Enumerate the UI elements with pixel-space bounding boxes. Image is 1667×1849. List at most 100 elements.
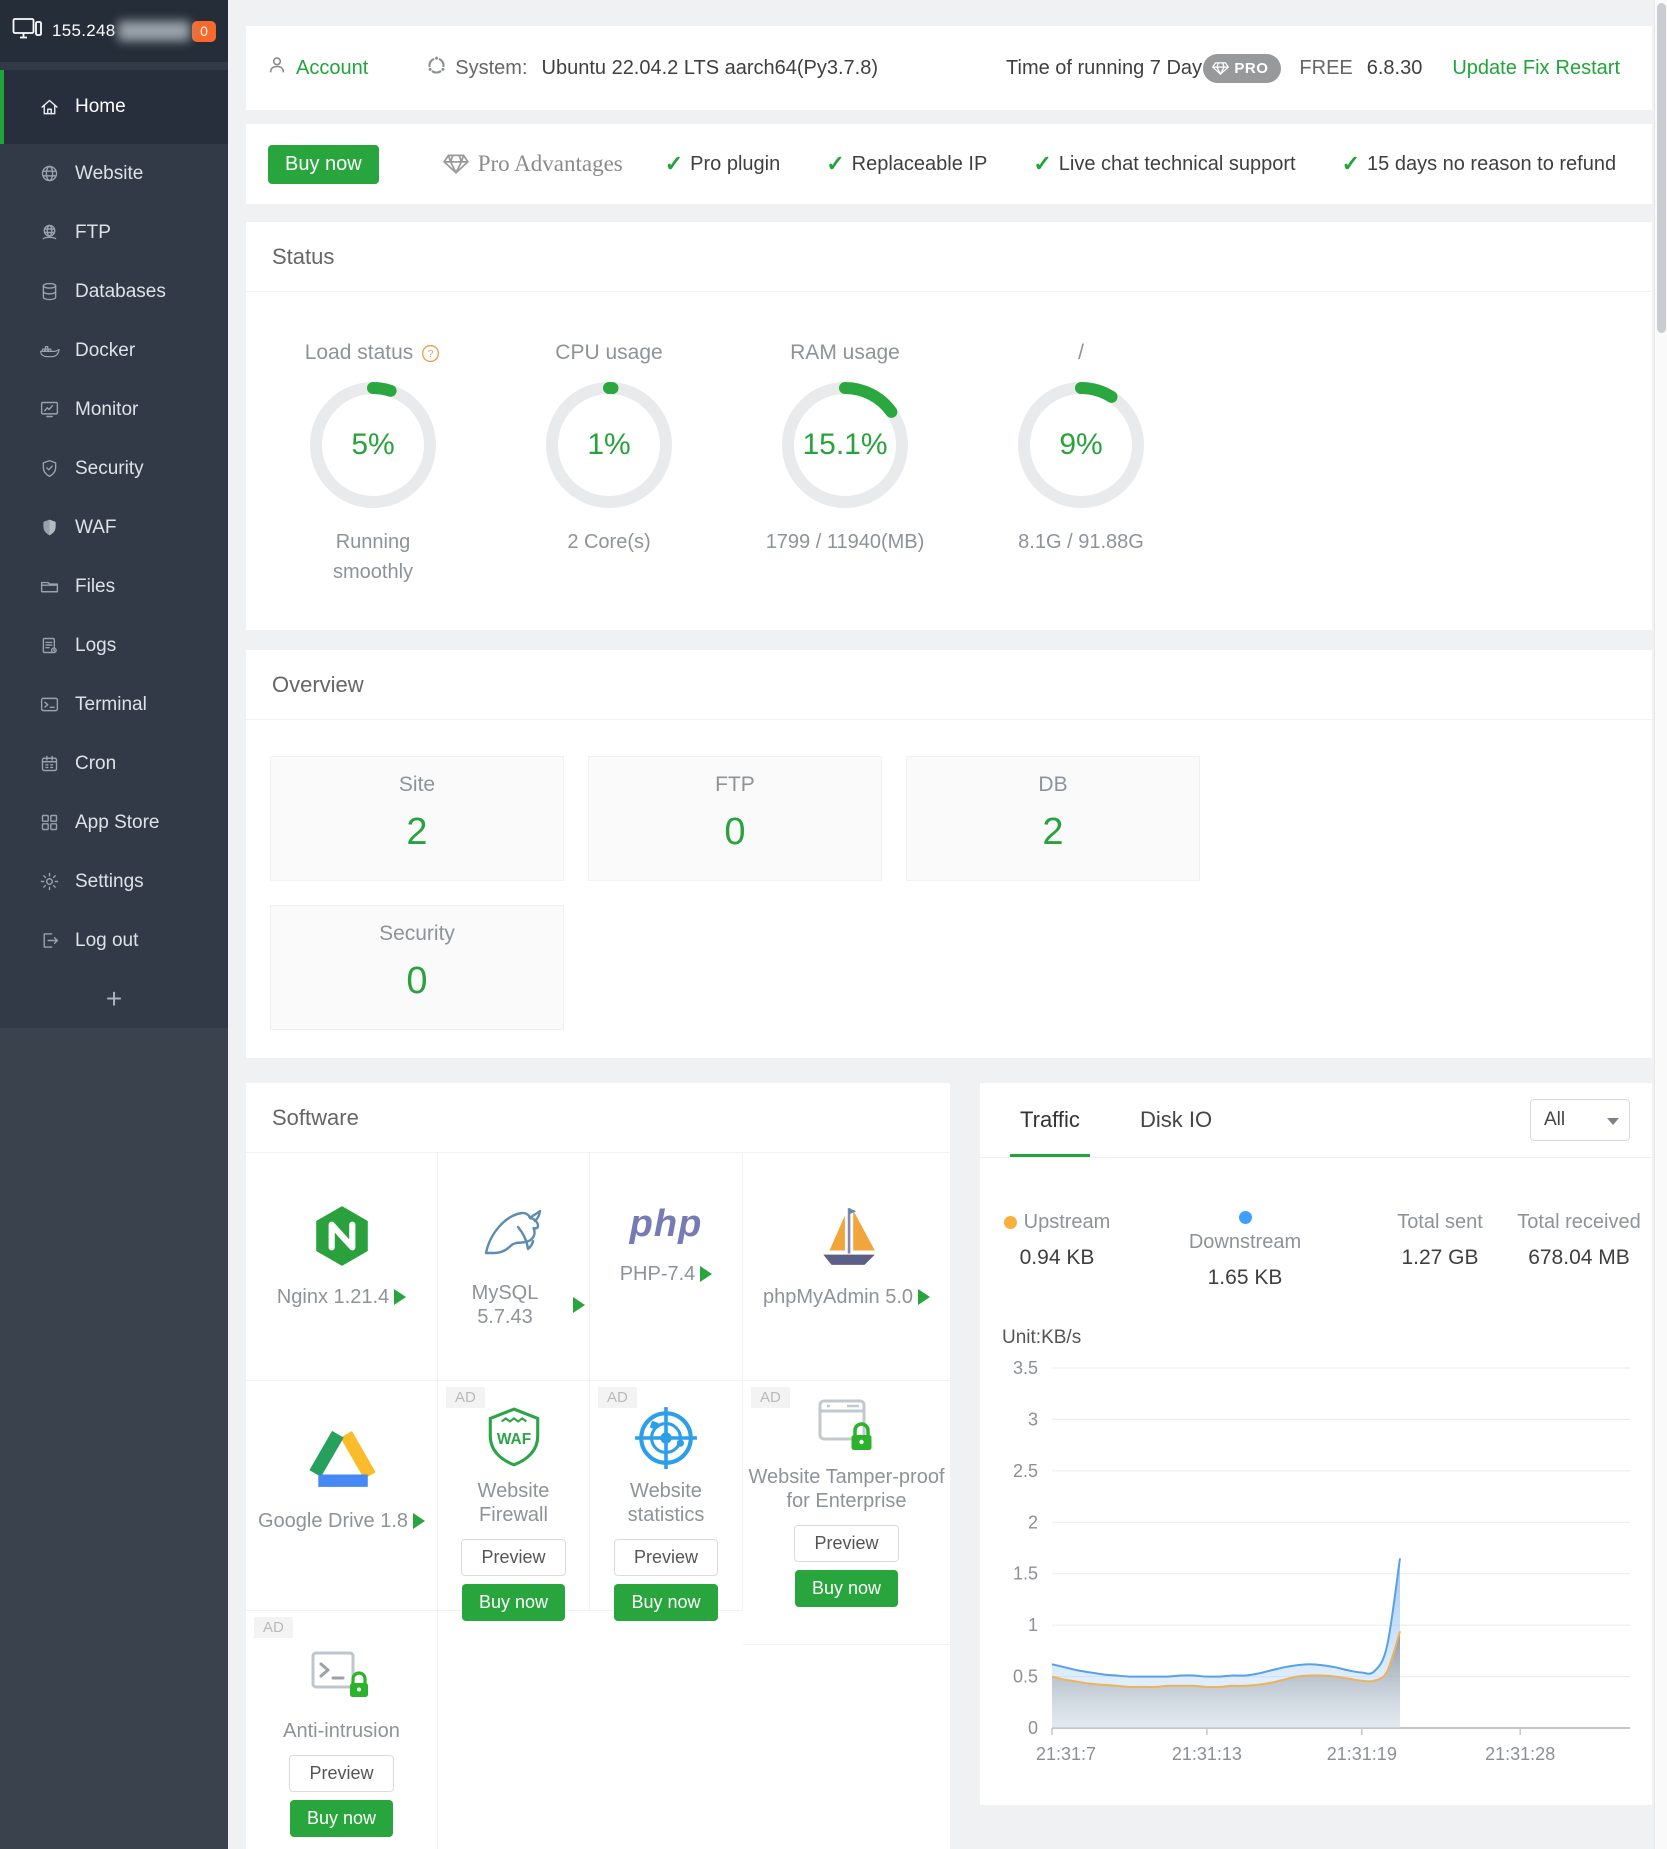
scrollbar-thumb[interactable] xyxy=(1656,3,1666,333)
card-label: FTP xyxy=(715,773,755,796)
buy-now-button[interactable]: Buy now xyxy=(289,1800,394,1837)
traffic-filter-select[interactable]: All xyxy=(1530,1099,1630,1141)
sidebar-item-waf[interactable]: WAF xyxy=(0,498,228,557)
sidebar-item-label: Docker xyxy=(75,339,136,361)
log-file-icon xyxy=(38,635,60,657)
sidebar-item-label: Logs xyxy=(75,634,117,656)
gauge-value: 15.1% xyxy=(802,428,888,461)
legend-value: 0.94 KB xyxy=(1019,1246,1095,1269)
statistics-radar-icon xyxy=(590,1405,742,1471)
card-label: Security xyxy=(379,922,455,945)
software-item-label[interactable]: Nginx 1.21.4 xyxy=(246,1285,437,1309)
shield-filled-icon xyxy=(38,517,60,539)
ad-badge: AD xyxy=(254,1617,293,1638)
software-item-label[interactable]: Website Tamper-proof for Enterprise xyxy=(748,1466,945,1512)
legend-dot xyxy=(1238,1211,1252,1224)
sidebar-item-databases[interactable]: Databases xyxy=(0,262,228,321)
gauge-donut: 9% xyxy=(1011,375,1151,515)
tab-disk-io[interactable]: Disk IO xyxy=(1140,1107,1213,1132)
ad-badge: AD xyxy=(446,1387,485,1408)
svg-text:0: 0 xyxy=(1028,1718,1038,1738)
account-button[interactable]: Account xyxy=(266,54,368,82)
server-monitor-icon xyxy=(12,17,42,46)
sidebar-item-website[interactable]: Website xyxy=(0,144,228,203)
system-label: System: xyxy=(455,56,528,79)
sidebar-item-label: WAF xyxy=(75,516,117,538)
overview-card-security[interactable]: Security 0 xyxy=(270,905,564,1030)
notification-badge[interactable]: 0 xyxy=(192,20,216,42)
add-server-button[interactable]: + xyxy=(0,970,228,1028)
server-ip-blurred xyxy=(117,21,190,41)
tamper-proof-icon xyxy=(743,1395,950,1457)
software-item-label[interactable]: phpMyAdmin 5.0 xyxy=(743,1285,950,1309)
update-link[interactable]: Update xyxy=(1452,56,1517,79)
running-play-icon xyxy=(573,1297,585,1313)
buy-now-button[interactable]: Buy now xyxy=(614,1584,718,1621)
app-grid-icon xyxy=(38,812,60,834)
sidebar-item-cron[interactable]: Cron xyxy=(0,734,228,793)
buy-now-button[interactable]: Buy now xyxy=(268,144,379,184)
software-item-label[interactable]: MySQL 5.7.43 xyxy=(438,1281,589,1329)
gauge-label: CPU usage xyxy=(555,341,663,364)
sidebar-item-log-out[interactable]: Log out xyxy=(0,911,228,970)
sidebar-item-app-store[interactable]: App Store xyxy=(0,793,228,852)
tab-traffic[interactable]: Traffic xyxy=(1010,1083,1090,1157)
software-grid: Nginx 1.21.4 Google Drive 1.8 AD Anti-intru… xyxy=(246,1153,950,1849)
page-scrollbar xyxy=(1654,0,1667,1849)
gauge-value: 1% xyxy=(587,428,631,461)
sidebar-item-label: Monitor xyxy=(75,398,139,420)
buy-now-button[interactable]: Buy now xyxy=(461,1584,566,1621)
sidebar-item-security[interactable]: Security xyxy=(0,439,228,498)
sidebar-item-settings[interactable]: Settings xyxy=(0,852,228,911)
sidebar-item-logs[interactable]: Logs xyxy=(0,616,228,675)
uptime-text: Time of running 7 Day(s) xyxy=(1006,56,1226,79)
overview-card-site[interactable]: Site 2 xyxy=(270,756,564,881)
software-item-label[interactable]: Anti-intrusion xyxy=(283,1720,400,1742)
sidebar-item-docker[interactable]: Docker xyxy=(0,321,228,380)
promo-bar: Buy now Pro Advantages ✓ Pro plugin ✓ Repla… xyxy=(246,124,1652,204)
legend-name: Upstream xyxy=(1023,1211,1111,1233)
software-item-php-7-4: php PHP-7.4 xyxy=(590,1153,742,1381)
preview-button[interactable]: Preview xyxy=(794,1525,899,1562)
legend-name: Downstream xyxy=(1188,1231,1302,1253)
sidebar-item-ftp[interactable]: FTP xyxy=(0,203,228,262)
fix-link[interactable]: Fix xyxy=(1522,56,1550,79)
gauge-donut: 1% xyxy=(539,375,679,515)
gauge-value: 5% xyxy=(351,428,395,461)
svg-text:21:31:19: 21:31:19 xyxy=(1327,1744,1397,1764)
restart-link[interactable]: Restart xyxy=(1555,56,1620,79)
software-item-label[interactable]: Google Drive 1.8 xyxy=(246,1509,437,1533)
sidebar-item-home[interactable]: Home xyxy=(0,70,228,144)
running-play-icon xyxy=(918,1289,931,1305)
promo-feature: ✓ Replaceable IP xyxy=(826,151,988,176)
pro-badge: PRO xyxy=(1203,53,1282,83)
sidebar-item-label: Cron xyxy=(75,752,117,774)
sidebar-item-monitor[interactable]: Monitor xyxy=(0,380,228,439)
sidebar-item-label: Settings xyxy=(75,870,144,892)
home-icon xyxy=(38,96,60,118)
buy-now-button[interactable]: Buy now xyxy=(794,1570,899,1607)
sidebar-item-terminal[interactable]: Terminal xyxy=(0,675,228,734)
software-item-label[interactable]: PHP-7.4 xyxy=(590,1262,742,1286)
database-icon xyxy=(38,281,60,303)
card-value: 0 xyxy=(406,960,428,1002)
preview-button[interactable]: Preview xyxy=(461,1539,566,1576)
preview-button[interactable]: Preview xyxy=(289,1755,394,1792)
help-icon[interactable]: ? xyxy=(420,343,441,364)
sidebar-item-label: Databases xyxy=(75,280,166,302)
svg-text:3.5: 3.5 xyxy=(1013,1358,1038,1378)
monitor-chart-icon xyxy=(38,399,60,421)
legend-total-received: Total received 678.04 MB xyxy=(1504,1211,1654,1270)
software-item-label[interactable]: Website Firewall xyxy=(477,1480,550,1526)
overview-card-db[interactable]: DB 2 xyxy=(906,756,1200,881)
legend-value: 678.04 MB xyxy=(1528,1246,1630,1269)
svg-text:WAF: WAF xyxy=(496,1431,530,1448)
legend-value: 1.65 KB xyxy=(1207,1266,1283,1289)
svg-text:1: 1 xyxy=(1028,1615,1038,1635)
sidebar-item-files[interactable]: Files xyxy=(0,557,228,616)
preview-button[interactable]: Preview xyxy=(613,1539,719,1576)
overview-card-ftp[interactable]: FTP 0 xyxy=(588,756,882,881)
software-item-label[interactable]: Website statistics xyxy=(627,1480,705,1526)
gauge-ram-usage: RAM usage 15.1% 1799 / 11940(MB) xyxy=(750,337,940,557)
card-value: 2 xyxy=(1042,811,1064,853)
